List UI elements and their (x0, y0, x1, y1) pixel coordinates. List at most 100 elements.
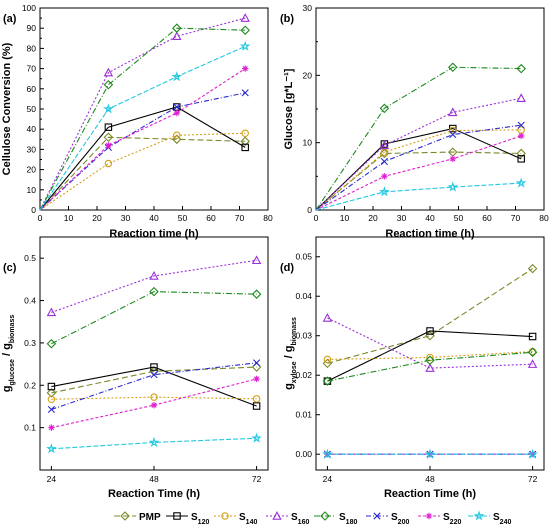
series-s220 (48, 375, 260, 431)
data-point-s180 (516, 63, 526, 74)
series-s240 (315, 177, 527, 211)
panel-d: 0.00 0.01 0.02 0.03 0.04 0.05 24 48 72 Reaction T… (280, 236, 545, 500)
legend: PMP S120 S140 S160 S180 S200 S220 S240 (114, 510, 511, 526)
data-point-s220 (48, 424, 55, 431)
series-line-s160 (39, 17, 246, 211)
data-point-s220 (173, 109, 180, 117)
series-s160 (322, 313, 538, 372)
series-s120 (39, 103, 249, 211)
x-tick-label: 72 (528, 474, 538, 484)
data-point-s160 (516, 93, 526, 102)
y-tick-label: 0.03 (295, 331, 312, 341)
series-pmp (322, 263, 538, 369)
series-s240 (322, 448, 538, 459)
y-tick-label: 80 (27, 43, 37, 53)
x-tick-label: 0 (38, 213, 43, 223)
y-tick-label: 0 (31, 205, 36, 215)
panel-label: (b) (280, 13, 294, 25)
data-point-s220 (150, 401, 158, 409)
data-point-s160 (448, 107, 458, 117)
series-line-s220 (39, 68, 246, 211)
data-point-s180 (103, 79, 114, 90)
data-point-pmp (46, 388, 57, 398)
data-point-s140 (104, 159, 113, 168)
data-point-s160 (379, 140, 390, 150)
data-point-s220 (253, 375, 260, 383)
legend-item-s120: S120 (166, 512, 209, 526)
data-point-s240 (322, 448, 333, 459)
data-point-s200 (517, 121, 525, 129)
series-line-s120 (39, 106, 246, 211)
panel-label: (a) (3, 13, 17, 25)
legend-label: S220 (443, 512, 461, 526)
y-tick-label: 10 (27, 185, 37, 195)
data-point-pmp (103, 132, 114, 143)
data-point-s240 (171, 71, 183, 82)
y-tick-label: 30 (303, 3, 313, 13)
data-point-s140 (241, 129, 249, 137)
series-line-s240 (315, 182, 522, 211)
y-tick-label: 0.05 (295, 252, 312, 262)
data-point-s160 (251, 255, 262, 265)
series-line-s240 (39, 45, 246, 211)
data-point-s120 (104, 123, 113, 131)
data-point-s120 (449, 124, 457, 133)
data-point-s180 (527, 347, 538, 358)
series-s160 (46, 255, 262, 317)
series-s200 (39, 89, 249, 211)
series-s180 (315, 62, 526, 211)
legend-label: S160 (291, 512, 309, 526)
series-s120 (47, 363, 261, 410)
y-axis-title: Glucose [g*L⁻¹] (283, 68, 295, 149)
data-point-s220 (105, 142, 112, 149)
legend-marker (373, 512, 381, 520)
x-tick-label: 0 (314, 213, 319, 223)
series-line-pmp (315, 151, 522, 211)
data-point-s160 (149, 271, 159, 280)
data-point-s180 (322, 376, 333, 386)
x-tick-label: 70 (511, 213, 521, 223)
series-line-s240 (51, 437, 257, 450)
plot-frame (315, 236, 545, 471)
x-tick-label: 30 (397, 213, 407, 223)
panel-a: 0 10 20 30 40 50 60 70 80 90 100 0 10 20 30 40 50 60 70 80 R… (1, 3, 273, 240)
y-tick-label: 10 (303, 138, 313, 148)
legend-item-s200: S200 (366, 512, 409, 526)
data-point-s240 (103, 103, 114, 114)
series-s220 (39, 65, 249, 211)
y-axis-title: gglucose / gbiomass (1, 315, 16, 393)
series-s240 (39, 40, 251, 211)
series-s180 (39, 23, 250, 211)
series-line-s140 (39, 132, 246, 211)
x-axis-title: Reaction time (h) (385, 228, 475, 240)
data-point-s140 (323, 355, 332, 364)
series-s240 (46, 432, 262, 454)
series-line-s120 (51, 366, 257, 407)
legend-marker (272, 511, 282, 520)
data-point-s180 (448, 62, 458, 73)
data-point-pmp (172, 134, 182, 145)
series-line-s200 (39, 92, 246, 211)
data-point-s160 (527, 359, 538, 368)
legend-item-s240: S240 (468, 510, 511, 526)
series-s180 (46, 286, 262, 349)
x-tick-label: 50 (454, 213, 464, 223)
panel-b: 0 10 20 30 0 10 20 30 40 50 60 70 80 Reaction time (h… (280, 3, 549, 240)
data-point-s240 (447, 181, 459, 192)
x-tick-label: 60 (482, 213, 492, 223)
series-line-s140 (315, 129, 522, 211)
y-tick-label: 0.00 (295, 449, 312, 459)
data-point-pmp (240, 136, 250, 147)
series-line-pmp (327, 268, 533, 364)
data-point-s120 (426, 327, 434, 335)
y-tick-label: 0.02 (295, 370, 312, 380)
data-point-s180 (251, 289, 262, 299)
x-tick-label: 80 (263, 213, 273, 223)
data-point-pmp (527, 263, 538, 274)
x-tick-label: 48 (149, 474, 159, 484)
series-line-s180 (39, 27, 246, 211)
data-point-s160 (425, 363, 435, 372)
y-axis-title: Cellulose Conversion (%) (1, 42, 13, 175)
data-point-s160 (46, 307, 57, 317)
